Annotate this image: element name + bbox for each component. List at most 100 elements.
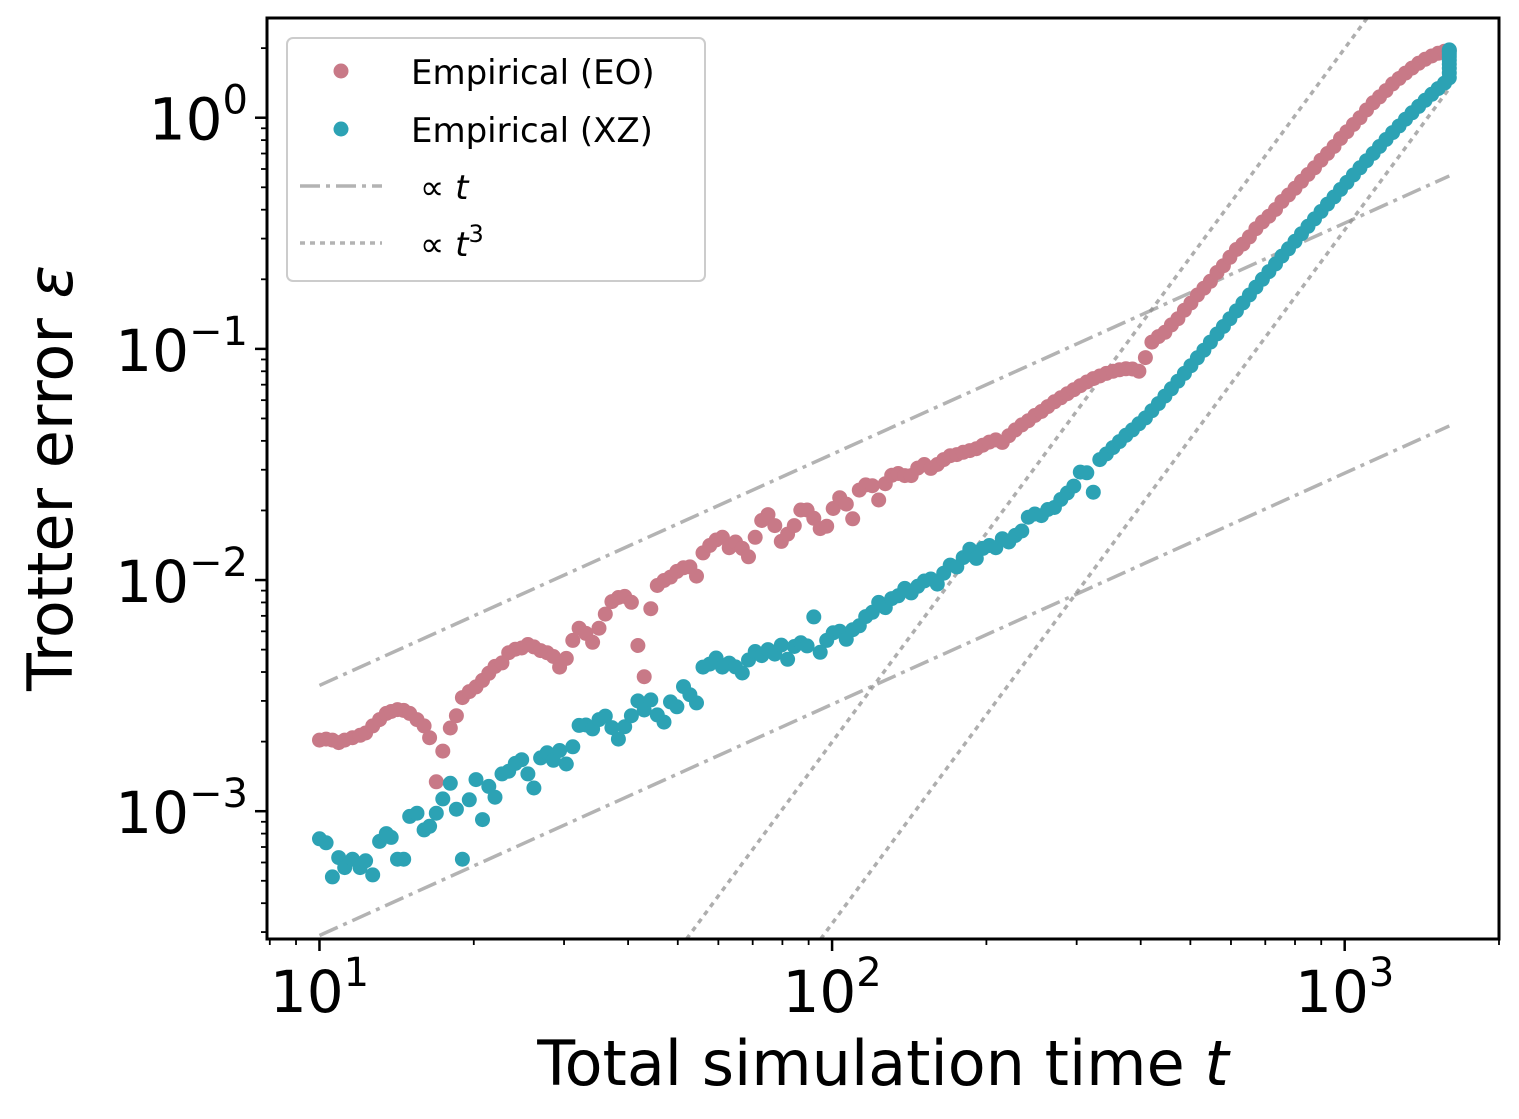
data-point-xz	[487, 789, 503, 805]
data-point-eo	[448, 708, 464, 724]
data-point-eo	[871, 492, 887, 508]
data-point-eo	[597, 606, 613, 622]
legend-label-cubic-var: t	[455, 225, 470, 265]
data-point-eo	[689, 568, 704, 584]
legend: Empirical (EO) Empirical (XZ) ∝ t ∝ t3	[286, 37, 706, 282]
y-tick-label-exp: −3	[189, 771, 248, 817]
data-point-xz	[1085, 484, 1101, 500]
legend-box	[286, 37, 706, 282]
x-tick-label-exp: 1	[344, 950, 369, 996]
y-tick-label: 100	[149, 78, 248, 154]
data-point-xz	[597, 708, 613, 724]
x-tick-label-exp: 3	[1369, 950, 1394, 996]
data-point-xz	[799, 638, 815, 654]
data-point-eo	[585, 634, 601, 650]
legend-label-linear-prefix: ∝	[420, 168, 455, 208]
legend-label-linear-var: t	[455, 168, 470, 208]
data-point-xz	[468, 772, 484, 788]
data-point-xz	[565, 739, 581, 755]
data-point-xz	[812, 644, 828, 660]
y-tick-label: 10−3	[115, 771, 248, 847]
x-tick-label-base: 10	[782, 958, 856, 1026]
data-point-eo	[864, 478, 880, 494]
data-point-xz	[929, 576, 945, 592]
data-point-xz	[1066, 478, 1082, 494]
data-point-eo	[786, 518, 802, 534]
data-point-xz	[324, 869, 340, 885]
y-tick-label-base: 10	[115, 779, 189, 847]
legend-label-cubic: ∝ t3	[420, 220, 484, 265]
y-tick-label-base: 10	[115, 548, 189, 616]
x-tick-label-exp: 2	[856, 950, 881, 996]
data-point-xz	[1014, 523, 1030, 539]
x-tick-label-base: 10	[270, 958, 344, 1026]
legend-label-eo: Empirical (EO)	[411, 53, 655, 93]
data-point-xz	[365, 867, 381, 883]
reference-lines	[318, 18, 1451, 939]
data-point-xz	[428, 805, 444, 821]
data-point-eo	[767, 518, 783, 534]
data-point-xz	[1079, 465, 1095, 481]
data-series	[312, 42, 1457, 885]
data-point-eo	[428, 774, 444, 790]
data-point-xz	[526, 780, 542, 796]
data-point-eo	[416, 718, 432, 734]
y-axis-title: Trotter error ε	[14, 265, 87, 692]
data-point-eo	[838, 496, 854, 512]
data-point-xz	[1441, 42, 1457, 58]
data-point-xz	[454, 851, 470, 867]
reference-line-dashdot-1	[318, 424, 1451, 938]
data-point-xz	[448, 801, 464, 817]
data-point-eo	[1131, 363, 1147, 379]
x-tick-label: 101	[270, 950, 369, 1026]
y-tick-label: 10−1	[115, 309, 248, 385]
data-point-eo	[565, 632, 581, 648]
y-tick-label-base: 10	[115, 317, 189, 385]
series-eo	[312, 42, 1457, 790]
y-tick-label-exp: 0	[223, 78, 248, 124]
data-point-eo	[1137, 350, 1153, 366]
data-point-eo	[630, 638, 646, 653]
data-point-eo	[845, 511, 861, 527]
data-point-xz	[520, 766, 536, 782]
data-point-xz	[669, 699, 685, 715]
data-point-xz	[656, 714, 672, 730]
y-axis-title-text: Trotter error	[14, 298, 87, 692]
y-tick-label-exp: −2	[189, 540, 248, 586]
data-point-xz	[604, 720, 620, 736]
data-point-eo	[636, 669, 652, 685]
data-point-xz	[396, 851, 412, 867]
data-point-xz	[643, 692, 659, 708]
data-point-eo	[741, 549, 756, 565]
series-xz	[312, 42, 1457, 885]
legend-label-xz: Empirical (XZ)	[411, 111, 653, 151]
x-axis-title: Total simulation time t	[536, 1027, 1231, 1100]
data-point-xz	[623, 708, 639, 724]
x-tick-label-base: 10	[1295, 958, 1369, 1026]
data-point-xz	[435, 791, 451, 807]
axes-frame	[265, 16, 1501, 941]
legend-label-cubic-exp: 3	[468, 220, 483, 248]
legend-label-linear: ∝ t	[420, 168, 470, 208]
data-point-xz	[780, 651, 796, 667]
x-tick-label: 103	[1295, 950, 1394, 1026]
reference-line-dotted-3	[819, 87, 1451, 939]
data-point-eo	[591, 620, 607, 636]
data-point-xz	[409, 805, 425, 821]
y-tick-label-exp: −1	[189, 309, 248, 355]
data-point-xz	[514, 752, 530, 768]
data-point-eo	[819, 518, 835, 534]
data-point-xz	[552, 743, 568, 758]
legend-marker-eo	[333, 63, 349, 79]
data-point-xz	[734, 665, 750, 681]
x-axis-title-var: t	[1204, 1027, 1231, 1100]
y-tick-label-base: 10	[149, 86, 223, 154]
data-point-eo	[435, 743, 451, 759]
data-point-eo	[747, 529, 763, 545]
data-point-xz	[475, 812, 490, 828]
y-tick-label: 10−2	[115, 540, 248, 616]
data-point-eo	[760, 507, 776, 523]
legend-label-cubic-prefix: ∝	[420, 225, 455, 265]
